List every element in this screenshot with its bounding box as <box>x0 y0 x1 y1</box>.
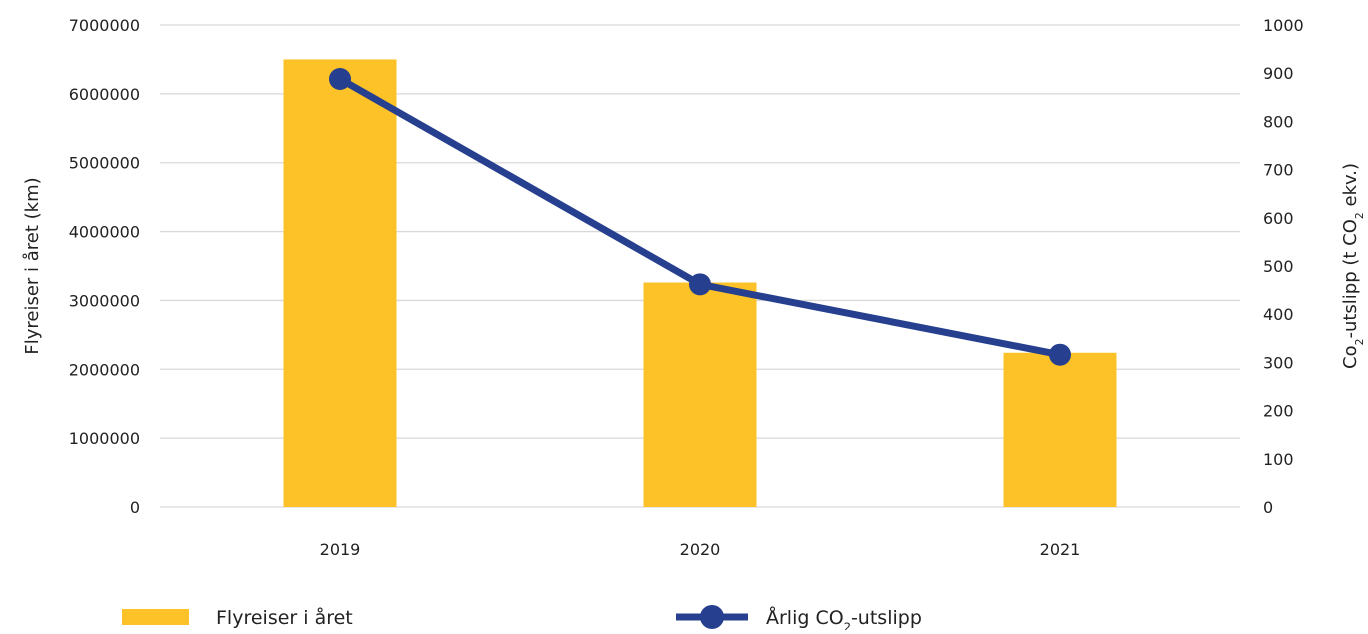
x-tick-label: 2020 <box>680 540 721 559</box>
bar-series <box>283 59 1117 508</box>
y-left-tick-label: 6000000 <box>69 85 140 104</box>
y-right-tick-label: 500 <box>1263 257 1294 276</box>
legend: Flyreiser i året Årlig CO2-utslipp <box>122 605 922 634</box>
legend-swatch-bar <box>122 609 189 625</box>
legend-label-line: Årlig CO2-utslipp <box>766 606 922 630</box>
bar <box>1003 352 1117 507</box>
y-left-tick-label: 2000000 <box>69 360 140 379</box>
legend-label-bar: Flyreiser i året <box>216 606 353 629</box>
y-left-tick-label: 5000000 <box>69 154 140 173</box>
y-right-tick-label: 1000 <box>1263 16 1304 35</box>
line-series <box>329 67 1071 366</box>
line-point <box>689 273 711 296</box>
line-point <box>329 67 351 90</box>
axes: 0100000020000003000000400000050000006000… <box>22 16 1366 559</box>
y-left-tick-label: 7000000 <box>69 16 140 35</box>
y-right-tick-label: 0 <box>1263 498 1273 517</box>
y-left-tick-label: 1000000 <box>69 429 140 448</box>
y-right-tick-label: 400 <box>1263 305 1294 324</box>
y-left-tick-label: 3000000 <box>69 291 140 310</box>
y-right-tick-label: 800 <box>1263 112 1294 131</box>
y-left-tick-label: 4000000 <box>69 223 140 242</box>
y-right-tick-label: 700 <box>1263 161 1294 180</box>
y-left-axis-title: Flyreiser i året (km) <box>22 177 43 354</box>
y-right-tick-label: 900 <box>1263 64 1294 83</box>
y-right-axis-title: Co2-utslipp (t CO2 ekv.) <box>1340 163 1366 369</box>
legend-swatch-point <box>700 605 724 629</box>
y-right-tick-label: 200 <box>1263 402 1294 421</box>
line-point <box>1049 343 1071 366</box>
x-tick-label: 2019 <box>320 540 361 559</box>
bar <box>643 282 757 507</box>
y-right-tick-label: 600 <box>1263 209 1294 228</box>
x-tick-label: 2021 <box>1040 540 1081 559</box>
bar <box>283 59 397 508</box>
y-right-tick-label: 300 <box>1263 353 1294 372</box>
y-right-tick-label: 100 <box>1263 450 1294 469</box>
y-left-tick-label: 0 <box>130 498 140 517</box>
